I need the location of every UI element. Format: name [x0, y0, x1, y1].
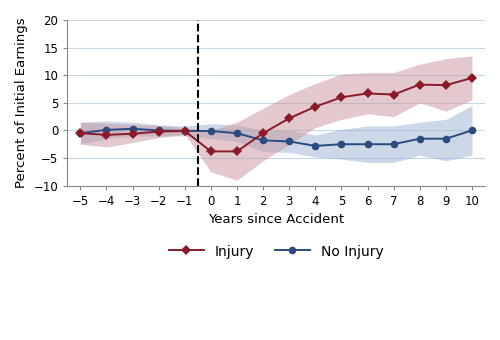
Injury: [130, 132, 136, 136]
Injury: [416, 83, 422, 87]
No Injury: [390, 142, 396, 146]
Line: Injury: Injury: [76, 74, 476, 155]
Injury: [182, 129, 188, 133]
Injury: [443, 83, 449, 87]
Injury: [312, 105, 318, 109]
Legend: Injury, No Injury: Injury, No Injury: [163, 239, 389, 264]
No Injury: [78, 131, 84, 135]
No Injury: [208, 129, 214, 133]
No Injury: [104, 128, 110, 132]
No Injury: [286, 139, 292, 143]
No Injury: [156, 129, 162, 133]
Y-axis label: Percent of Initial Earnings: Percent of Initial Earnings: [15, 17, 28, 188]
No Injury: [338, 142, 344, 146]
No Injury: [416, 137, 422, 141]
No Injury: [234, 131, 240, 135]
No Injury: [260, 138, 266, 142]
Injury: [286, 116, 292, 120]
No Injury: [443, 137, 449, 141]
Injury: [208, 149, 214, 153]
Injury: [156, 130, 162, 134]
No Injury: [130, 127, 136, 131]
Injury: [260, 131, 266, 135]
Injury: [338, 95, 344, 99]
No Injury: [364, 142, 370, 146]
No Injury: [312, 144, 318, 148]
Line: No Injury: No Injury: [76, 125, 476, 150]
Injury: [469, 76, 475, 80]
Injury: [78, 131, 84, 135]
Injury: [104, 133, 110, 137]
No Injury: [182, 129, 188, 133]
Injury: [390, 92, 396, 97]
Injury: [234, 149, 240, 153]
X-axis label: Years since Accident: Years since Accident: [208, 213, 344, 226]
Injury: [364, 91, 370, 96]
No Injury: [469, 129, 475, 133]
